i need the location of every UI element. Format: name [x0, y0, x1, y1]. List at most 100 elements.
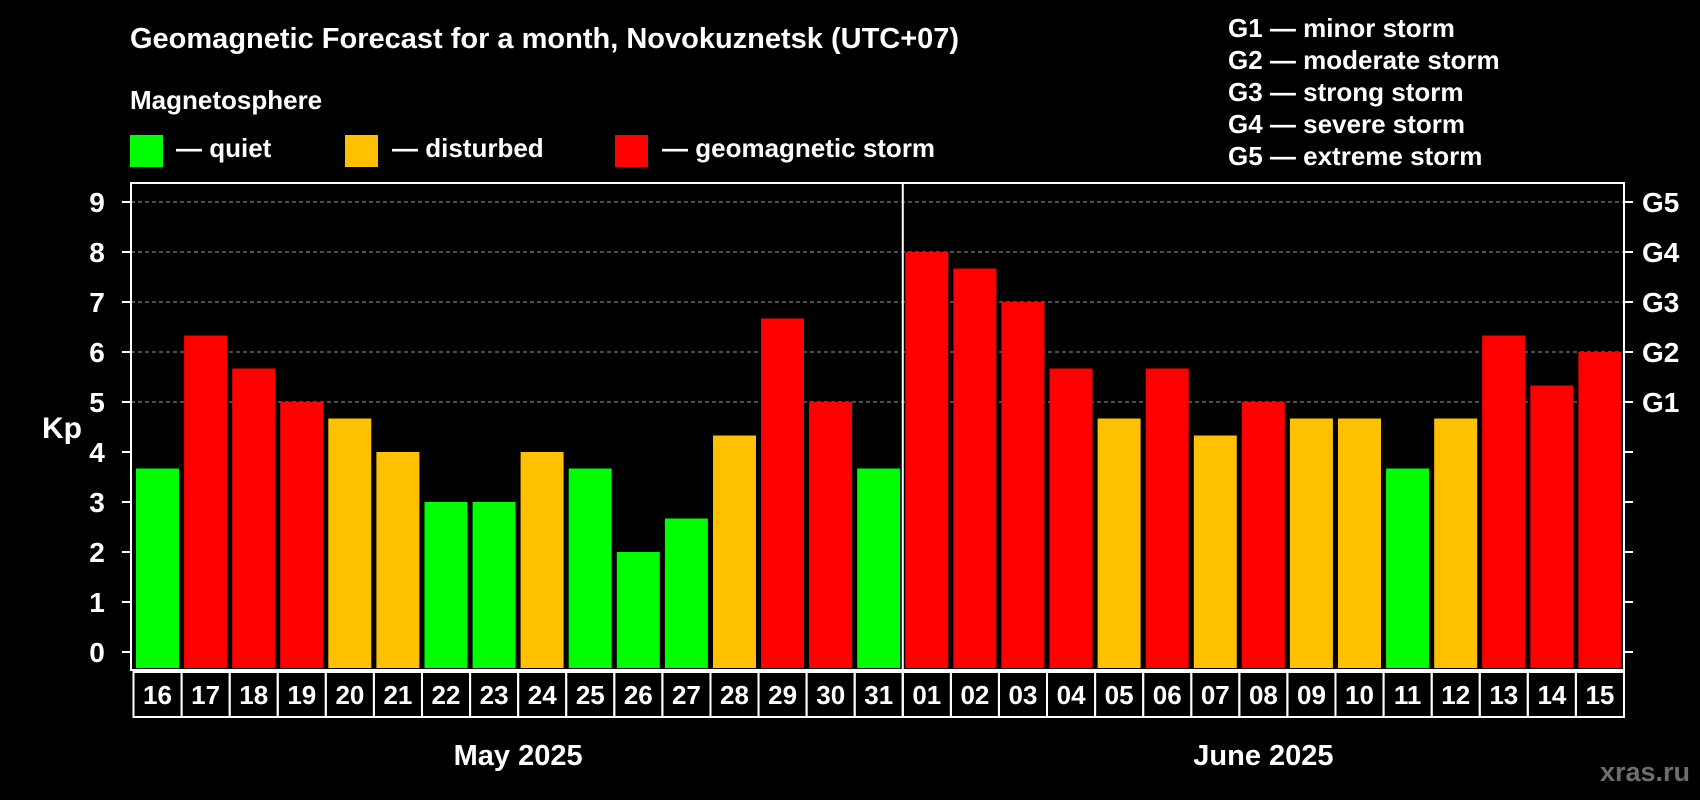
right-axis-label-g5: G5	[1642, 187, 1679, 218]
day-label-15: 15	[1585, 680, 1614, 710]
bar-june-02	[953, 268, 997, 668]
bar-may-27	[664, 518, 708, 668]
bar-may-16	[136, 468, 179, 668]
legend-label-quiet: — quiet	[176, 133, 272, 163]
day-label-06: 06	[1153, 680, 1182, 710]
bar-june-03	[1001, 302, 1045, 668]
y-tick-label-4: 4	[89, 437, 105, 468]
bar-june-09	[1289, 418, 1333, 668]
y-tick-label-2: 2	[89, 537, 105, 568]
bar-may-30	[809, 402, 853, 668]
bar-may-25	[568, 468, 612, 668]
day-label-20: 20	[335, 680, 364, 710]
storm-scale-g1: G1 — minor storm	[1228, 13, 1455, 43]
y-tick-label-9: 9	[89, 187, 105, 218]
bar-june-15	[1578, 352, 1622, 668]
right-axis-label-g2: G2	[1642, 337, 1679, 368]
bar-june-06	[1145, 368, 1189, 668]
day-label-21: 21	[383, 680, 412, 710]
day-label-09: 09	[1297, 680, 1326, 710]
day-label-19: 19	[287, 680, 316, 710]
day-label-25: 25	[576, 680, 605, 710]
bar-may-20	[328, 418, 372, 668]
storm-scale-g3: G3 — strong storm	[1228, 77, 1463, 107]
bar-june-07	[1193, 435, 1237, 668]
watermark: xras.ru	[1600, 757, 1690, 787]
storm-scale-g4: G4 — severe storm	[1228, 109, 1465, 139]
bar-may-18	[232, 368, 276, 668]
bar-june-13	[1482, 335, 1526, 668]
day-label-31: 31	[864, 680, 893, 710]
bar-june-11	[1386, 468, 1430, 668]
legend-heading: Magnetosphere	[130, 85, 322, 115]
legend-item-quiet: — quiet	[130, 133, 272, 167]
day-label-01: 01	[912, 680, 941, 710]
day-label-28: 28	[720, 680, 749, 710]
bar-june-12	[1434, 418, 1478, 668]
bar-may-29	[761, 318, 804, 668]
y-tick-label-8: 8	[89, 237, 105, 268]
y-tick-label-5: 5	[89, 387, 105, 418]
day-label-22: 22	[432, 680, 461, 710]
bar-may-21	[376, 452, 420, 668]
day-label-29: 29	[768, 680, 797, 710]
day-label-04: 04	[1057, 680, 1086, 710]
storm-scale-g2: G2 — moderate storm	[1228, 45, 1500, 75]
storm-scale-legend: G1 — minor storm G2 — moderate storm G3 …	[1228, 13, 1500, 171]
bar-may-19	[280, 402, 324, 668]
day-label-05: 05	[1105, 680, 1134, 710]
legend-swatch-storm	[615, 135, 648, 167]
legend-item-storm: — geomagnetic storm	[615, 133, 935, 167]
day-label-10: 10	[1345, 680, 1374, 710]
day-label-14: 14	[1537, 680, 1566, 710]
day-label-30: 30	[816, 680, 845, 710]
day-label-27: 27	[672, 680, 701, 710]
grid-lines	[131, 201, 1624, 403]
bar-june-10	[1338, 418, 1381, 668]
bar-may-24	[520, 452, 564, 668]
bar-may-28	[713, 435, 756, 668]
day-label-16: 16	[143, 680, 172, 710]
y-tick-label-1: 1	[89, 587, 105, 618]
bar-june-08	[1241, 402, 1285, 668]
day-label-23: 23	[480, 680, 509, 710]
bar-june-14	[1530, 385, 1574, 668]
plot-frame	[130, 182, 1625, 671]
legend-swatch-disturbed	[345, 135, 378, 167]
bar-may-31	[857, 468, 901, 668]
right-axis-label-g4: G4	[1642, 237, 1680, 268]
day-label-17: 17	[191, 680, 220, 710]
day-label-07: 07	[1201, 680, 1230, 710]
bar-may-22	[424, 502, 468, 668]
legend-label-storm: — geomagnetic storm	[662, 133, 935, 163]
right-axis-label-g1: G1	[1642, 387, 1679, 418]
day-label-02: 02	[960, 680, 989, 710]
bar-june-05	[1097, 418, 1141, 668]
day-label-03: 03	[1009, 680, 1038, 710]
day-cell	[1574, 671, 1625, 718]
day-label-11: 11	[1394, 680, 1422, 710]
y-tick-label-3: 3	[89, 487, 105, 518]
legend-item-disturbed: — disturbed	[345, 133, 544, 167]
day-label-12: 12	[1441, 680, 1470, 710]
storm-scale-g5: G5 — extreme storm	[1228, 141, 1482, 171]
bar-may-23	[472, 502, 516, 668]
day-label-26: 26	[624, 680, 653, 710]
bars	[136, 252, 1622, 668]
day-label-08: 08	[1249, 680, 1278, 710]
legend-label-disturbed: — disturbed	[392, 133, 544, 163]
y-axis-label: Kp	[42, 412, 82, 445]
month-label-june: June 2025	[1193, 740, 1333, 772]
bar-may-17	[184, 335, 228, 668]
y-tick-label-0: 0	[89, 637, 105, 668]
right-axis-label-g3: G3	[1642, 287, 1679, 318]
day-label-24: 24	[528, 680, 557, 710]
legend-swatch-quiet	[130, 135, 163, 167]
bar-may-26	[616, 552, 660, 668]
y-tick-label-7: 7	[89, 287, 105, 318]
day-label-18: 18	[239, 680, 268, 710]
chart-title: Geomagnetic Forecast for a month, Novoku…	[130, 23, 959, 55]
month-label-may: May 2025	[454, 740, 583, 772]
